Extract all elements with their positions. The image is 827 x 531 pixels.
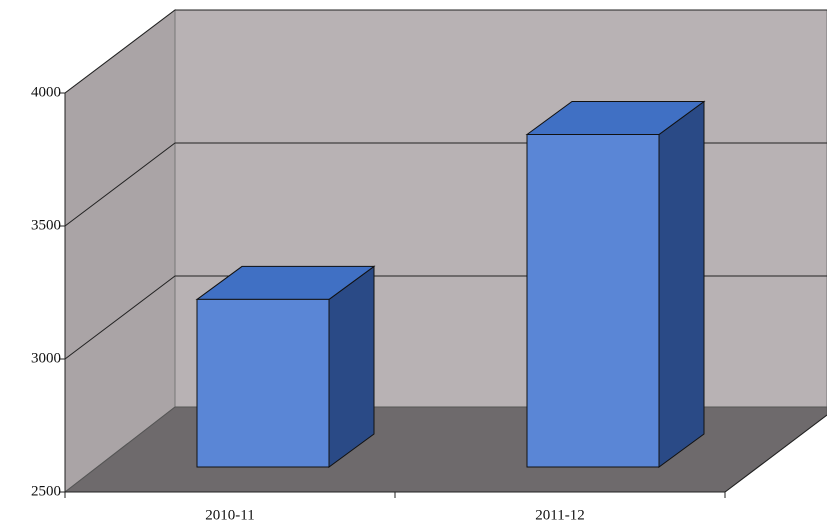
bar: [525, 100, 706, 468]
x-tick-label: 2010-11: [205, 507, 254, 523]
bar-front: [526, 134, 660, 468]
floor: [63, 406, 827, 493]
y-tick-label: 3500: [31, 217, 61, 233]
floor-edge: [724, 414, 827, 493]
bar: [195, 265, 376, 468]
bar-front: [196, 298, 330, 468]
x-tick-label: 2011-12: [535, 507, 584, 523]
bar-side: [328, 265, 375, 468]
bar-side: [658, 100, 705, 468]
y-tick-label: 3000: [31, 350, 61, 366]
y-tick-label: 2500: [31, 483, 61, 499]
grid-line: [64, 9, 827, 94]
y-tick-label: 4000: [31, 84, 61, 100]
